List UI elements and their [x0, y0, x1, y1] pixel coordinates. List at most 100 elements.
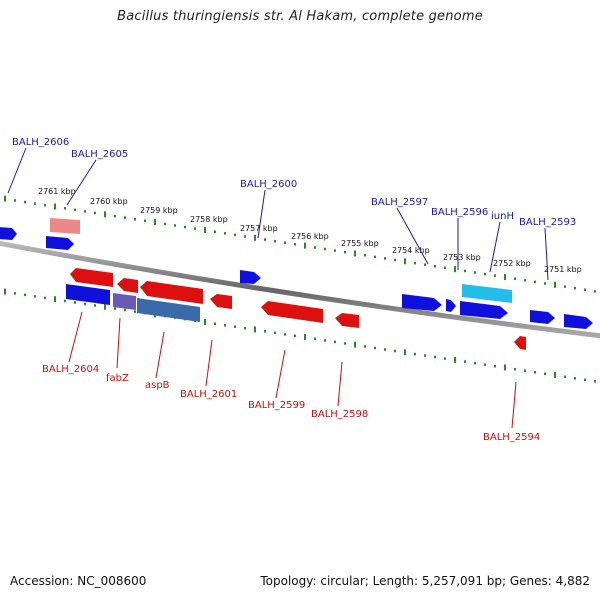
gene-label[interactable]: aspB [145, 380, 170, 391]
minor-tick [584, 378, 586, 382]
minor-tick [364, 254, 366, 257]
gene-label[interactable]: BALH_2605 [71, 149, 128, 160]
gene-block-aspB[interactable] [137, 298, 200, 322]
gene-label[interactable]: BALH_2604 [42, 364, 99, 375]
major-tick [404, 258, 406, 265]
gene-label[interactable]: iunH [491, 211, 514, 222]
gene-arrow-forward[interactable] [446, 299, 456, 312]
minor-tick [264, 330, 266, 333]
gene-label[interactable]: BALH_2593 [519, 217, 576, 228]
minor-tick [564, 375, 566, 379]
gene-label[interactable]: fabZ [106, 373, 129, 384]
minor-tick [244, 235, 246, 238]
gene-label[interactable]: BALH_2597 [371, 197, 428, 208]
genome-summary-text: Topology: circular; Length: 5,257,091 bp… [260, 574, 590, 588]
minor-tick [174, 224, 176, 227]
major-tick [354, 341, 356, 348]
gene-arrow-forward[interactable] [0, 227, 17, 240]
gene-arrow-reverse[interactable] [514, 336, 526, 350]
minor-tick [294, 243, 296, 246]
minor-tick [84, 302, 86, 306]
minor-tick [544, 372, 546, 376]
minor-tick [424, 263, 426, 266]
kbp-label: 2753 kbp [443, 253, 481, 262]
minor-tick [44, 203, 46, 207]
gene-label[interactable]: BALH_2600 [240, 179, 297, 190]
major-tick [54, 203, 56, 210]
kbp-label: 2760 kbp [90, 197, 128, 206]
reverse-gene-labels: BALH_2604 fabZ aspB BALH_2601 BALH_2599 … [42, 364, 540, 443]
gene-arrow-forward[interactable] [240, 270, 261, 284]
minor-tick [584, 288, 586, 291]
gene-block-fabZ[interactable] [113, 293, 136, 310]
map-title: Bacillus thuringiensis str. Al Hakam, co… [117, 9, 483, 24]
minor-tick [34, 295, 36, 298]
minor-tick [274, 239, 276, 243]
minor-tick [234, 233, 236, 237]
kbp-label: 2755 kbp [341, 239, 379, 248]
minor-tick [294, 334, 296, 338]
gene-arrow-forward[interactable] [66, 284, 110, 305]
minor-tick [564, 285, 566, 288]
minor-tick [484, 363, 486, 366]
reverse-strand-genes [70, 268, 526, 350]
kbp-label: 2758 kbp [190, 215, 228, 224]
label-leader-lines [7, 147, 549, 429]
minor-tick [314, 246, 316, 249]
gene-arrow-forward[interactable] [530, 310, 555, 324]
minor-tick [384, 348, 386, 351]
minor-tick [14, 292, 16, 295]
minor-tick [414, 261, 416, 265]
minor-tick [484, 272, 486, 276]
minor-tick [264, 238, 266, 241]
minor-tick [344, 250, 346, 254]
minor-tick [44, 296, 46, 300]
major-tick [4, 288, 6, 295]
minor-tick [314, 337, 316, 341]
minor-tick [364, 345, 366, 348]
minor-tick [594, 380, 596, 383]
gene-arrow-forward[interactable] [46, 236, 74, 250]
minor-tick [464, 269, 466, 273]
major-tick [554, 281, 556, 288]
gene-label[interactable]: BALH_2599 [248, 400, 305, 411]
minor-tick [164, 222, 166, 226]
major-tick [304, 242, 306, 249]
kbp-label: 2761 kbp [38, 187, 76, 196]
minor-tick [534, 280, 536, 284]
outer-tick-ring [4, 195, 596, 293]
minor-tick [524, 369, 526, 372]
major-tick [154, 219, 156, 226]
minor-tick [384, 257, 386, 260]
gene-label[interactable]: BALH_2594 [483, 432, 540, 443]
minor-tick [284, 241, 286, 244]
minor-tick [144, 219, 146, 223]
minor-tick [184, 225, 186, 229]
minor-tick [414, 352, 416, 356]
gene-arrow-reverse[interactable] [70, 268, 113, 287]
gene-label[interactable]: BALH_2606 [12, 137, 69, 148]
minor-tick [134, 310, 136, 313]
gene-arrow-forward[interactable] [462, 284, 512, 303]
major-tick [454, 356, 456, 363]
gene-label[interactable]: BALH_2596 [431, 207, 488, 218]
minor-tick [244, 327, 246, 330]
gene-label[interactable]: BALH_2601 [180, 389, 237, 400]
minor-tick [324, 247, 326, 251]
gene-arrow-reverse[interactable] [335, 313, 359, 328]
gene-arrow-forward[interactable] [402, 294, 442, 311]
gene-arrow-reverse[interactable] [140, 281, 203, 304]
gene-arrow-forward[interactable] [460, 301, 508, 319]
minor-tick [194, 227, 196, 230]
minor-tick [424, 354, 426, 357]
gene-arrow-reverse[interactable] [210, 294, 232, 309]
major-tick [354, 250, 356, 257]
gene-arrow-forward[interactable] [564, 314, 593, 329]
minor-tick [24, 293, 26, 297]
gene-arrow-forward[interactable] [50, 218, 80, 234]
gene-arrow-reverse[interactable] [117, 278, 138, 293]
minor-tick [334, 249, 336, 252]
minor-tick [84, 210, 86, 213]
gene-label[interactable]: BALH_2598 [311, 409, 368, 420]
gene-arrow-reverse[interactable] [261, 301, 323, 323]
